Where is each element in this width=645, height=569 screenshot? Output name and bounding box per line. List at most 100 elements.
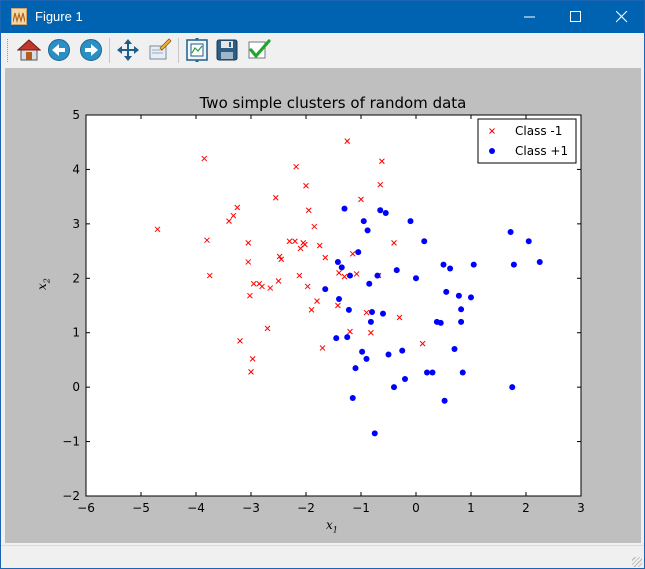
- class-neg-point: [377, 181, 384, 188]
- class-neg-point: [349, 250, 356, 257]
- close-icon: [616, 11, 628, 23]
- class-neg-point: [314, 298, 320, 304]
- class-neg-point: [358, 196, 364, 203]
- class-pos-point: [399, 347, 406, 354]
- y-tick-label: 3: [72, 217, 80, 231]
- y-tick-label: 1: [72, 326, 80, 340]
- class-pos-point: [402, 375, 408, 382]
- class-neg-point: [308, 307, 315, 313]
- forward-button[interactable]: [79, 38, 103, 62]
- class-pos-point: [407, 218, 414, 225]
- subplots-icon: [186, 38, 208, 62]
- class-neg-point: [322, 254, 329, 261]
- x-tick-label: −5: [132, 501, 150, 515]
- y-tick-label: 2: [72, 271, 80, 285]
- x-tick-label: −4: [187, 501, 205, 515]
- class-pos-point: [364, 227, 371, 234]
- class-neg-point: [248, 369, 254, 375]
- y-tick-label: 5: [72, 108, 80, 122]
- maximize-button[interactable]: [553, 1, 599, 33]
- close-button[interactable]: [599, 1, 644, 33]
- class-pos-point: [507, 229, 514, 236]
- save-button[interactable]: [215, 38, 239, 62]
- scatter-plot[interactable]: −6 −5 −4 −3 −2 −1 0 1 2 3 −2 −1 0 1 2 3 4 5 Class -1 Class…: [5, 68, 641, 543]
- y-tick-label: 0: [72, 380, 80, 394]
- x-tick-label: −6: [77, 501, 95, 515]
- class-neg-point: [276, 253, 283, 260]
- class-neg-point: [335, 302, 341, 309]
- class-pos-point: [424, 369, 430, 376]
- x-tick-label: 1: [467, 501, 475, 515]
- class-neg-point: [234, 204, 241, 211]
- class-pos-point: [374, 272, 381, 279]
- edit-parameters-button[interactable]: [247, 38, 271, 62]
- toolbar-separator: [178, 38, 179, 63]
- class-pos-point: [437, 319, 444, 326]
- class-neg-point: [264, 325, 271, 332]
- class-neg-point: [293, 163, 299, 170]
- class-pos-point: [333, 335, 340, 342]
- class-pos-point: [345, 306, 352, 313]
- toolbar-separator: [109, 38, 110, 63]
- x-tick-label: 0: [412, 501, 420, 515]
- class-neg-point: [272, 194, 279, 201]
- class-neg-point: [319, 345, 326, 351]
- class-pos-point: [363, 355, 370, 362]
- legend-label: Class -1: [515, 124, 562, 138]
- window-title: Figure 1: [35, 9, 83, 24]
- class-neg-point: [344, 138, 351, 144]
- axes-area[interactable]: [85, 114, 582, 497]
- class-pos-point: [377, 207, 384, 214]
- navigation-toolbar: [1, 33, 644, 68]
- matplotlib-app-icon: [11, 8, 27, 25]
- class-pos-point: [536, 258, 543, 265]
- zoom-button[interactable]: [148, 38, 172, 62]
- legend-marker-class-neg: [489, 128, 495, 134]
- home-button[interactable]: [16, 38, 42, 62]
- class-neg-point: [154, 226, 161, 233]
- figure-canvas[interactable]: Two simple clusters of random data −6 −5−…: [5, 68, 641, 543]
- class-neg-point: [292, 238, 298, 245]
- checkmark-icon: [248, 39, 271, 59]
- class-neg-point: [296, 272, 303, 279]
- class-pos-point: [359, 348, 366, 355]
- class-pos-point: [468, 294, 474, 301]
- class-pos-point: [413, 275, 419, 282]
- class-pos-point: [451, 346, 458, 353]
- class-neg-point: [379, 158, 385, 165]
- forward-arrow-icon: [80, 39, 102, 61]
- toolbar-grip[interactable]: [7, 39, 11, 62]
- class-neg-point: [226, 218, 232, 224]
- class-pos-point: [470, 261, 477, 268]
- class-pos-point: [341, 205, 348, 212]
- x-tick-label: −1: [352, 501, 370, 515]
- legend-marker-class-pos: [489, 148, 495, 154]
- class-neg-point: [267, 285, 274, 291]
- class-pos-point: [459, 369, 466, 376]
- class-pos-point: [360, 218, 367, 225]
- class-pos-point: [347, 272, 353, 279]
- class-pos-point: [355, 249, 362, 256]
- x-tick-label: 3: [577, 501, 585, 515]
- title-bar[interactable]: Figure 1: [1, 1, 644, 33]
- class-neg-point: [391, 240, 397, 246]
- minimize-button[interactable]: [507, 1, 553, 33]
- class-pos-point: [366, 280, 373, 287]
- class-neg-point: [363, 309, 370, 316]
- home-icon: [16, 39, 42, 61]
- x-axis-label: x1: [326, 518, 338, 535]
- class-pos-point: [429, 369, 436, 376]
- class-pos-point: [458, 318, 465, 325]
- x-tick-label: 2: [522, 501, 530, 515]
- maximize-icon: [570, 11, 581, 22]
- class-neg-point: [311, 223, 318, 230]
- class-neg-point: [316, 242, 323, 249]
- back-button[interactable]: [47, 38, 71, 62]
- class-neg-point: [396, 314, 403, 321]
- pan-button[interactable]: [116, 38, 140, 62]
- resize-grip[interactable]: [632, 557, 642, 567]
- status-bar: [1, 545, 644, 568]
- configure-subplots-button[interactable]: [185, 38, 209, 62]
- class-neg-point: [206, 272, 213, 279]
